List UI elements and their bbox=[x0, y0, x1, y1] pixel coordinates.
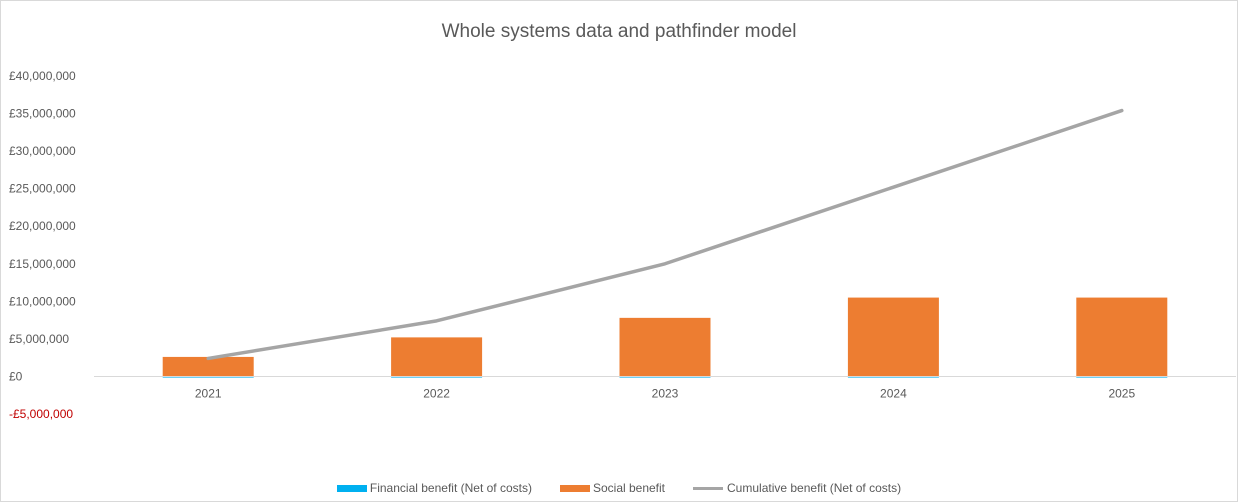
cumulative-benefit-line bbox=[206, 108, 1124, 361]
financial-benefit-bar bbox=[162, 376, 254, 378]
bars bbox=[162, 297, 1168, 378]
legend-swatch-financial bbox=[336, 484, 367, 492]
x-tick-label: 2024 bbox=[880, 386, 907, 400]
y-tick-label: -£5,000,000 bbox=[9, 407, 73, 421]
financial-benefit-bar bbox=[1076, 376, 1168, 378]
line-series bbox=[206, 108, 1124, 361]
legend-item-social: Social benefit bbox=[559, 481, 666, 495]
y-tick-label: £0 bbox=[9, 369, 23, 383]
legend-item-financial: Financial benefit (Net of costs) bbox=[336, 481, 532, 495]
legend-label-cumulative: Cumulative benefit (Net of costs) bbox=[727, 481, 902, 495]
social-benefit-bar bbox=[391, 337, 483, 377]
legend-swatch-social bbox=[559, 484, 590, 492]
y-axis: -£5,000,000 £0 £5,000,000 £10,000,000 £15,00… bbox=[9, 69, 76, 421]
legend-swatch-cumulative bbox=[693, 486, 724, 490]
x-axis: 2021 2022 2023 2024 2025 bbox=[195, 386, 1136, 400]
y-tick-label: £35,000,000 bbox=[9, 107, 76, 121]
y-tick-label: £5,000,000 bbox=[9, 332, 69, 346]
financial-benefit-bar bbox=[391, 376, 483, 378]
financial-benefit-bar bbox=[619, 376, 711, 378]
financial-benefit-bar bbox=[847, 376, 939, 378]
x-tick-label: 2021 bbox=[195, 386, 222, 400]
y-tick-label: £40,000,000 bbox=[9, 69, 76, 83]
legend-item-cumulative: Cumulative benefit (Net of costs) bbox=[693, 481, 901, 495]
social-benefit-bar bbox=[1076, 297, 1168, 377]
y-tick-label: £10,000,000 bbox=[9, 294, 76, 308]
y-tick-label: £20,000,000 bbox=[9, 219, 76, 233]
x-tick-label: 2023 bbox=[652, 386, 679, 400]
legend-label-financial: Financial benefit (Net of costs) bbox=[369, 481, 532, 495]
x-tick-label: 2025 bbox=[1108, 386, 1135, 400]
y-tick-label: £30,000,000 bbox=[9, 144, 76, 158]
social-benefit-bar bbox=[619, 317, 711, 377]
y-tick-label: £15,000,000 bbox=[9, 257, 76, 271]
y-tick-label: £25,000,000 bbox=[9, 182, 76, 196]
social-benefit-bar bbox=[847, 297, 939, 377]
legend: Financial benefit (Net of costs) Social … bbox=[1, 481, 1237, 495]
legend-label-social: Social benefit bbox=[592, 481, 666, 495]
x-tick-label: 2022 bbox=[423, 386, 450, 400]
chart-title: Whole systems data and pathfinder model bbox=[441, 21, 797, 42]
social-benefit-bar bbox=[162, 356, 254, 377]
